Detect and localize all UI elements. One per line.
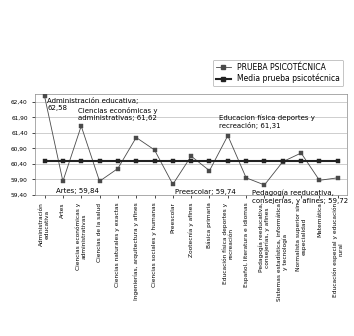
Text: Preescolar; 59,74: Preescolar; 59,74 <box>175 189 235 195</box>
Text: Artes; 59,84: Artes; 59,84 <box>56 188 98 194</box>
Text: Educacion física deportes y
recreación; 61,31: Educacion física deportes y recreación; … <box>219 115 314 129</box>
Text: Administración educativa;
62,58: Administración educativa; 62,58 <box>47 97 139 111</box>
Legend: PRUEBA PSICOTÉCNICA, Media prueba psicotécnica: PRUEBA PSICOTÉCNICA, Media prueba psicot… <box>213 59 343 86</box>
Text: Pedagogía reeducativa,
consejerías, y afines; 59,72: Pedagogía reeducativa, consejerías, y af… <box>252 190 348 204</box>
Text: Ciencias económicas y
administrativas; 61,62: Ciencias económicas y administrativas; 6… <box>79 107 158 121</box>
